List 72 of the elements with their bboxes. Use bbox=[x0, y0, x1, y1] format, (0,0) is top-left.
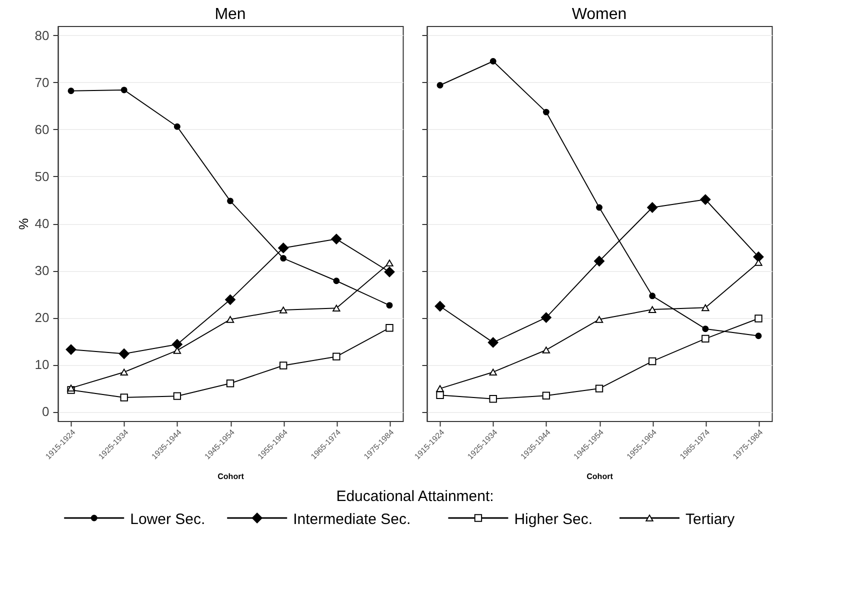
point bbox=[702, 304, 710, 312]
point bbox=[594, 256, 604, 266]
point bbox=[648, 357, 656, 366]
legend-label: Lower Sec. bbox=[130, 511, 206, 528]
point bbox=[648, 306, 656, 313]
point bbox=[120, 86, 128, 94]
point bbox=[280, 255, 287, 262]
point bbox=[700, 194, 711, 205]
point bbox=[649, 292, 656, 300]
point bbox=[702, 326, 709, 332]
point bbox=[542, 392, 550, 400]
point bbox=[436, 391, 444, 399]
point bbox=[120, 368, 128, 376]
point bbox=[227, 198, 234, 204]
point bbox=[332, 304, 340, 312]
y-tick-label: 60 bbox=[34, 122, 50, 137]
point bbox=[332, 352, 340, 360]
point bbox=[278, 242, 289, 254]
x-axis-title: Cohort bbox=[586, 472, 614, 482]
point bbox=[226, 316, 234, 323]
point bbox=[488, 337, 498, 348]
point bbox=[333, 278, 340, 284]
point bbox=[68, 88, 74, 94]
point bbox=[436, 385, 444, 392]
point bbox=[595, 316, 604, 323]
point bbox=[540, 312, 552, 323]
point bbox=[172, 339, 182, 350]
point bbox=[67, 384, 75, 392]
point bbox=[66, 344, 76, 355]
point bbox=[489, 395, 497, 403]
y-tick-label: 10 bbox=[34, 357, 50, 372]
point bbox=[434, 301, 446, 312]
point bbox=[542, 346, 550, 354]
point bbox=[754, 314, 762, 322]
point bbox=[279, 306, 288, 314]
y-tick-label: 20 bbox=[34, 310, 50, 326]
point bbox=[542, 108, 550, 116]
point bbox=[118, 348, 130, 359]
point bbox=[225, 294, 236, 305]
chart-title: Men bbox=[214, 6, 246, 23]
point bbox=[120, 394, 128, 402]
point bbox=[702, 334, 710, 343]
legend-label: Higher Sec. bbox=[514, 511, 593, 528]
point bbox=[489, 368, 497, 376]
y-tick-label: 70 bbox=[34, 74, 50, 90]
y-tick-label: 40 bbox=[34, 216, 50, 231]
point bbox=[436, 82, 444, 88]
y-tick-label: 30 bbox=[34, 263, 50, 278]
y-tick-label: 80 bbox=[34, 28, 50, 43]
point bbox=[490, 58, 496, 64]
legend-label: Intermediate Sec. bbox=[293, 511, 411, 528]
point bbox=[279, 362, 288, 370]
y-axis-title: % bbox=[16, 218, 31, 230]
y-tick-label: 0 bbox=[42, 404, 50, 420]
point bbox=[386, 302, 393, 309]
point bbox=[226, 380, 234, 388]
x-axis-title: Cohort bbox=[218, 472, 244, 482]
point bbox=[174, 123, 180, 130]
point bbox=[647, 202, 658, 213]
point bbox=[331, 234, 342, 244]
point bbox=[595, 384, 604, 392]
point bbox=[386, 324, 394, 332]
point bbox=[753, 252, 764, 262]
point bbox=[386, 260, 394, 266]
y-tick-label: 50 bbox=[34, 168, 50, 184]
point bbox=[596, 204, 602, 211]
chart-title: Women bbox=[572, 6, 627, 23]
point bbox=[173, 392, 182, 400]
point bbox=[384, 266, 395, 278]
legend-title: Educational Attainment: bbox=[336, 488, 494, 505]
point bbox=[755, 332, 762, 340]
legend-label: Tertiary bbox=[686, 511, 736, 528]
